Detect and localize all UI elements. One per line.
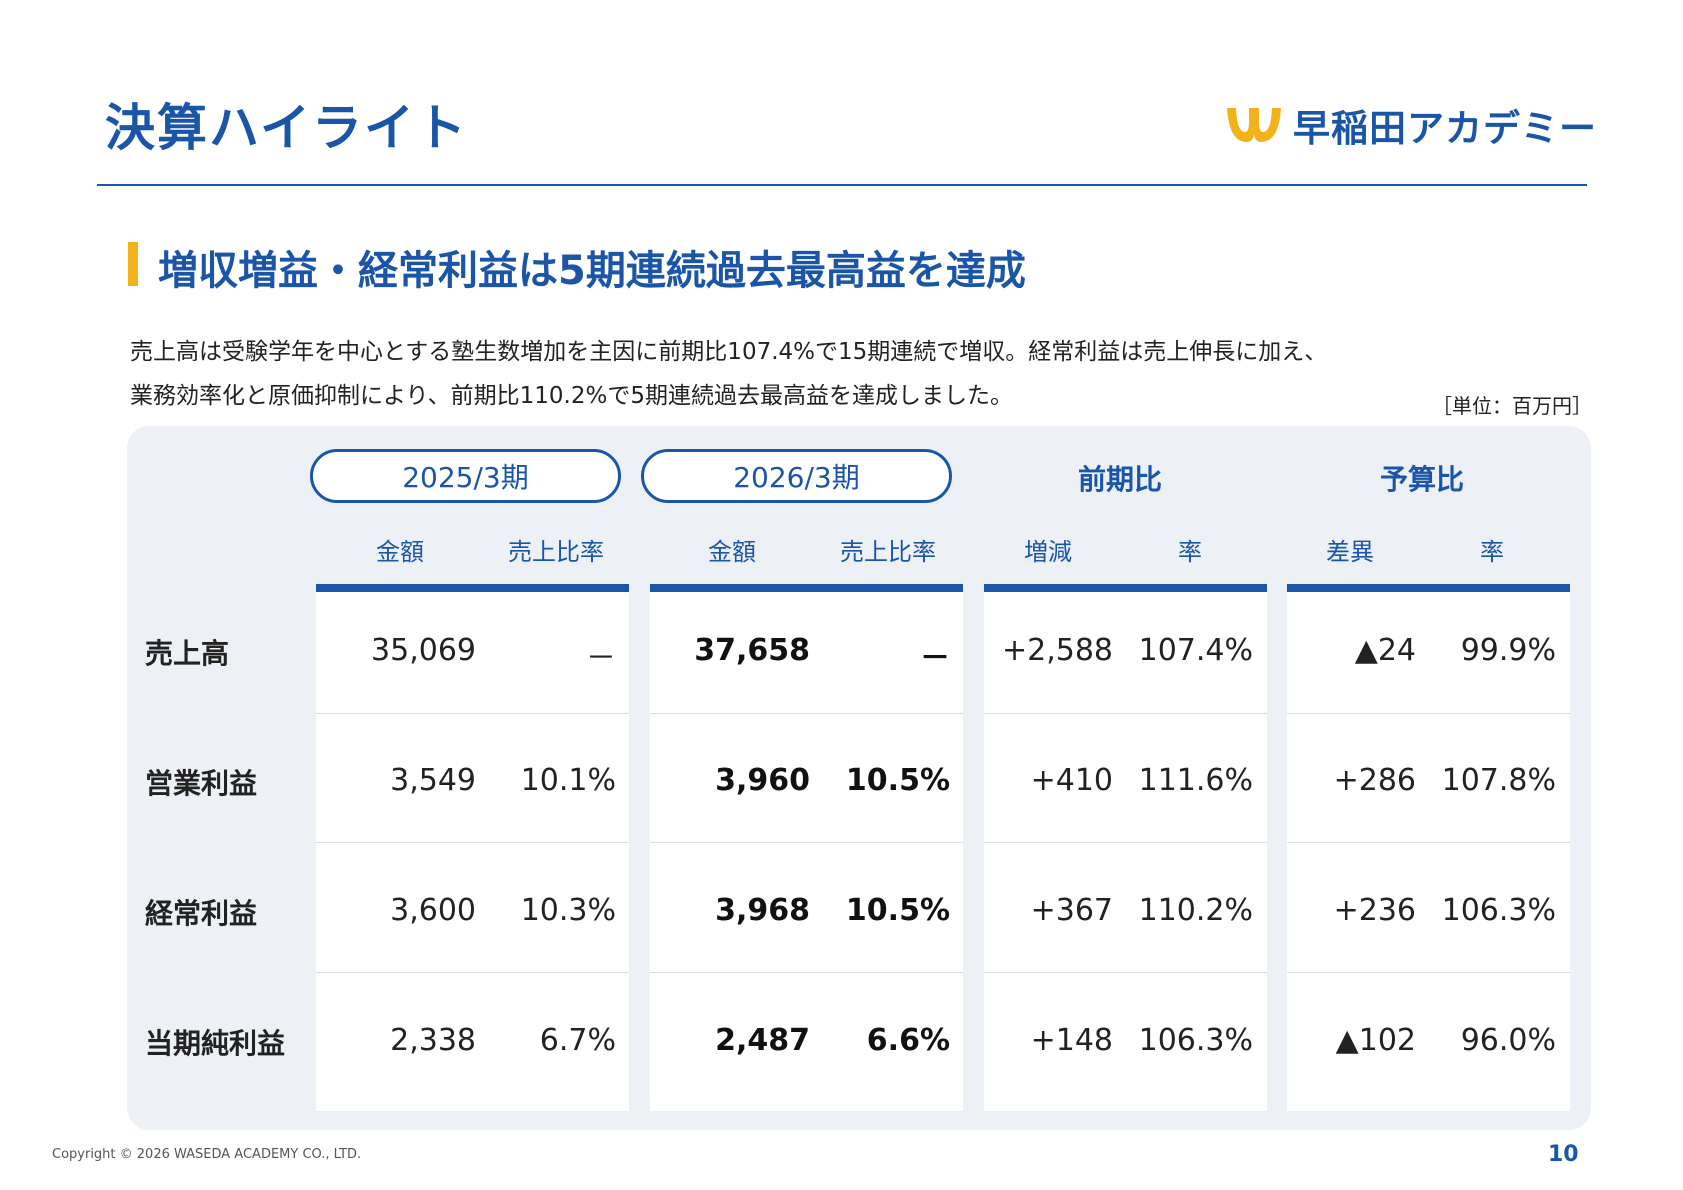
subheader-rate: 率 — [1178, 538, 1202, 566]
table-cell: 106.3% — [1441, 893, 1556, 928]
table-cell: 10.5% — [845, 763, 950, 798]
table-cell: 10.1% — [520, 763, 616, 798]
logo-text: 早稲田アカデミー — [1293, 107, 1597, 150]
table-cell: +410 — [1030, 763, 1113, 798]
table-cell: +236 — [1333, 893, 1416, 928]
title-divider — [97, 184, 1587, 186]
column-block-yoy — [984, 584, 1267, 1111]
table-cell: +286 — [1333, 763, 1416, 798]
subheader-amount: 金額 — [708, 538, 756, 566]
table-cell: 106.3% — [1138, 1023, 1253, 1058]
row-divider — [984, 972, 1267, 973]
row-divider — [650, 972, 963, 973]
headline: 増収増益・経常利益は5期連続過去最高益を達成 — [158, 248, 1026, 294]
table-cell: 35,069 — [371, 633, 476, 668]
copyright: Copyright © 2026 WASEDA ACADEMY CO., LTD… — [52, 1147, 362, 1162]
group-header-yoy: 前期比 — [1077, 463, 1162, 496]
table-cell: 10.5% — [845, 893, 950, 928]
table-cell: 107.4% — [1138, 633, 1253, 668]
subheader-amount: 金額 — [376, 538, 424, 566]
column-block-budget — [1287, 584, 1570, 1111]
row-divider — [316, 713, 629, 714]
headline-accent-bar — [128, 242, 138, 286]
table-cell: 3,968 — [715, 893, 810, 928]
row-divider — [1287, 713, 1570, 714]
group-header-budget: 予算比 — [1379, 463, 1464, 496]
subheader-change: 増減 — [1024, 538, 1072, 566]
column-block-2026 — [650, 584, 963, 1111]
table-cell: 110.2% — [1138, 893, 1253, 928]
table-cell: 3,600 — [390, 893, 476, 928]
description-line: 売上高は受験学年を中心とする塾生数増加を主因に前期比107.4%で15期連続で増… — [130, 339, 1328, 365]
unit-label: ［単位：百万円］ — [1432, 394, 1592, 418]
table-cell: +367 — [1030, 893, 1113, 928]
period-header-2025: 2025/3期 — [310, 449, 621, 503]
row-label-operating-profit: 営業利益 — [145, 767, 258, 800]
table-cell: 3,960 — [715, 763, 810, 798]
row-divider — [650, 842, 963, 843]
row-divider — [984, 842, 1267, 843]
subheader-variance: 差異 — [1326, 538, 1374, 566]
row-divider — [316, 972, 629, 973]
table-cell: 3,549 — [390, 763, 476, 798]
column-header-bar — [650, 584, 963, 592]
table-cell: 2,487 — [715, 1023, 810, 1058]
table-cell: 6.7% — [539, 1023, 616, 1058]
row-divider — [1287, 842, 1570, 843]
page-number: 10 — [1548, 1142, 1579, 1167]
row-label-ordinary-profit: 経常利益 — [145, 897, 258, 930]
table-cell: 2,338 — [390, 1023, 476, 1058]
table-cell: 6.6% — [866, 1023, 950, 1058]
column-header-bar — [1287, 584, 1570, 592]
column-header-bar — [984, 584, 1267, 592]
period-header-2026: 2026/3期 — [641, 449, 952, 503]
row-label-net-income: 当期純利益 — [145, 1027, 286, 1060]
table-cell: +2,588 — [1001, 633, 1113, 668]
table-cell: 107.8% — [1441, 763, 1556, 798]
table-cell: +148 — [1030, 1023, 1113, 1058]
table-cell: 10.3% — [520, 893, 616, 928]
row-divider — [316, 842, 629, 843]
row-divider — [650, 713, 963, 714]
description: 売上高は受験学年を中心とする塾生数増加を主因に前期比107.4%で15期連続で増… — [130, 330, 1570, 418]
table-cell: 37,658 — [694, 633, 810, 668]
company-logo: 早稲田アカデミー — [1225, 98, 1597, 152]
subheader-rate: 率 — [1480, 538, 1504, 566]
row-divider — [984, 713, 1267, 714]
table-cell: － — [920, 641, 950, 676]
subheader-sales-ratio: 売上比率 — [840, 538, 936, 566]
description-line: 業務効率化と原価抑制により、前期比110.2%で5期連続過去最高益を達成しました… — [130, 383, 1013, 409]
table-cell: ▲24 — [1354, 633, 1416, 668]
table-cell: ▲102 — [1335, 1023, 1416, 1058]
table-cell: 111.6% — [1138, 763, 1253, 798]
row-divider — [1287, 972, 1570, 973]
table-cell: 96.0% — [1460, 1023, 1556, 1058]
table-cell: － — [586, 641, 616, 676]
subheader-sales-ratio: 売上比率 — [508, 538, 604, 566]
column-header-bar — [316, 584, 629, 592]
column-block-2025 — [316, 584, 629, 1111]
table-cell: 99.9% — [1460, 633, 1556, 668]
logo-mark-icon — [1227, 108, 1281, 142]
row-label-sales: 売上高 — [145, 637, 230, 670]
page-title: 決算ハイライト — [105, 99, 468, 157]
